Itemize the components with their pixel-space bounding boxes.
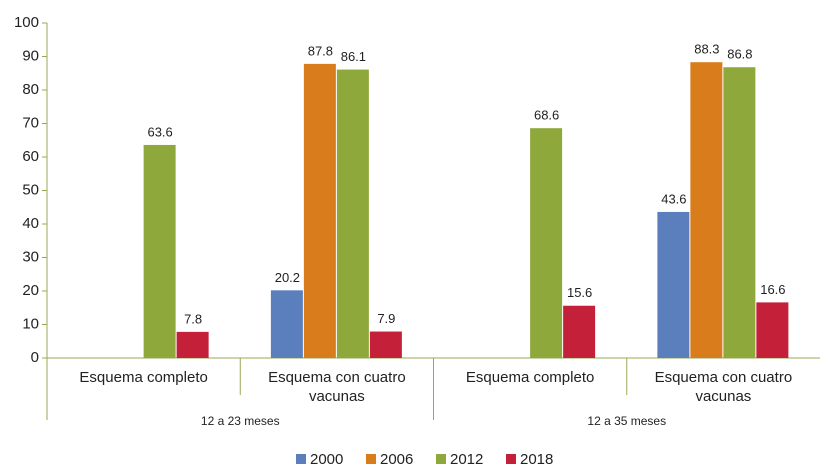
legend-label: 2018 xyxy=(520,451,553,466)
x-tick-label: Esquema completo xyxy=(79,369,208,386)
y-tick-label: 100 xyxy=(14,14,39,31)
bar xyxy=(143,144,176,358)
value-label: 20.2 xyxy=(275,270,300,285)
bar xyxy=(690,62,723,358)
y-tick-label: 80 xyxy=(22,81,39,98)
bar xyxy=(723,67,756,358)
legend-swatch xyxy=(436,454,446,464)
legend-label: 2012 xyxy=(450,451,483,466)
group-label: 12 a 23 meses xyxy=(200,414,280,428)
y-tick-label: 10 xyxy=(22,315,39,332)
value-label: 16.6 xyxy=(760,282,785,297)
y-tick-label: 70 xyxy=(22,114,39,131)
legend-label: 2000 xyxy=(310,451,343,466)
bar xyxy=(336,69,369,358)
x-tick-label: Esquema con cuatro vacunas xyxy=(654,369,793,405)
bar xyxy=(176,331,209,358)
bar xyxy=(563,305,596,358)
value-label: 86.1 xyxy=(341,49,366,64)
y-tick-label: 20 xyxy=(22,282,39,299)
x-tick-label: Esquema con cuatro vacunas xyxy=(268,369,406,405)
bar xyxy=(657,211,690,358)
value-label: 15.6 xyxy=(567,285,592,300)
value-label: 86.8 xyxy=(727,47,752,62)
value-label: 7.8 xyxy=(184,311,202,326)
y-tick-label: 30 xyxy=(22,248,39,265)
value-label: 87.8 xyxy=(308,43,333,58)
legend-swatch xyxy=(506,454,516,464)
y-tick-label: 40 xyxy=(22,215,39,232)
legend-label: 2006 xyxy=(380,451,413,466)
value-label: 43.6 xyxy=(661,191,686,206)
legend-swatch xyxy=(366,454,376,464)
value-label: 63.6 xyxy=(147,124,172,139)
bar xyxy=(369,331,402,358)
bar xyxy=(530,128,563,358)
x-tick-label: Esquema completo xyxy=(465,369,595,386)
value-label: 88.3 xyxy=(694,42,719,57)
bar xyxy=(303,63,336,359)
value-label: 68.6 xyxy=(534,108,559,123)
group-label: 12 a 35 meses xyxy=(587,414,667,428)
y-tick-label: 50 xyxy=(22,181,39,198)
bar xyxy=(756,302,789,358)
bar xyxy=(270,290,303,358)
y-tick-label: 0 xyxy=(31,349,39,366)
y-tick-label: 90 xyxy=(22,47,39,64)
y-tick-label: 60 xyxy=(22,148,39,165)
legend-swatch xyxy=(296,454,306,464)
value-label: 7.9 xyxy=(377,311,395,326)
